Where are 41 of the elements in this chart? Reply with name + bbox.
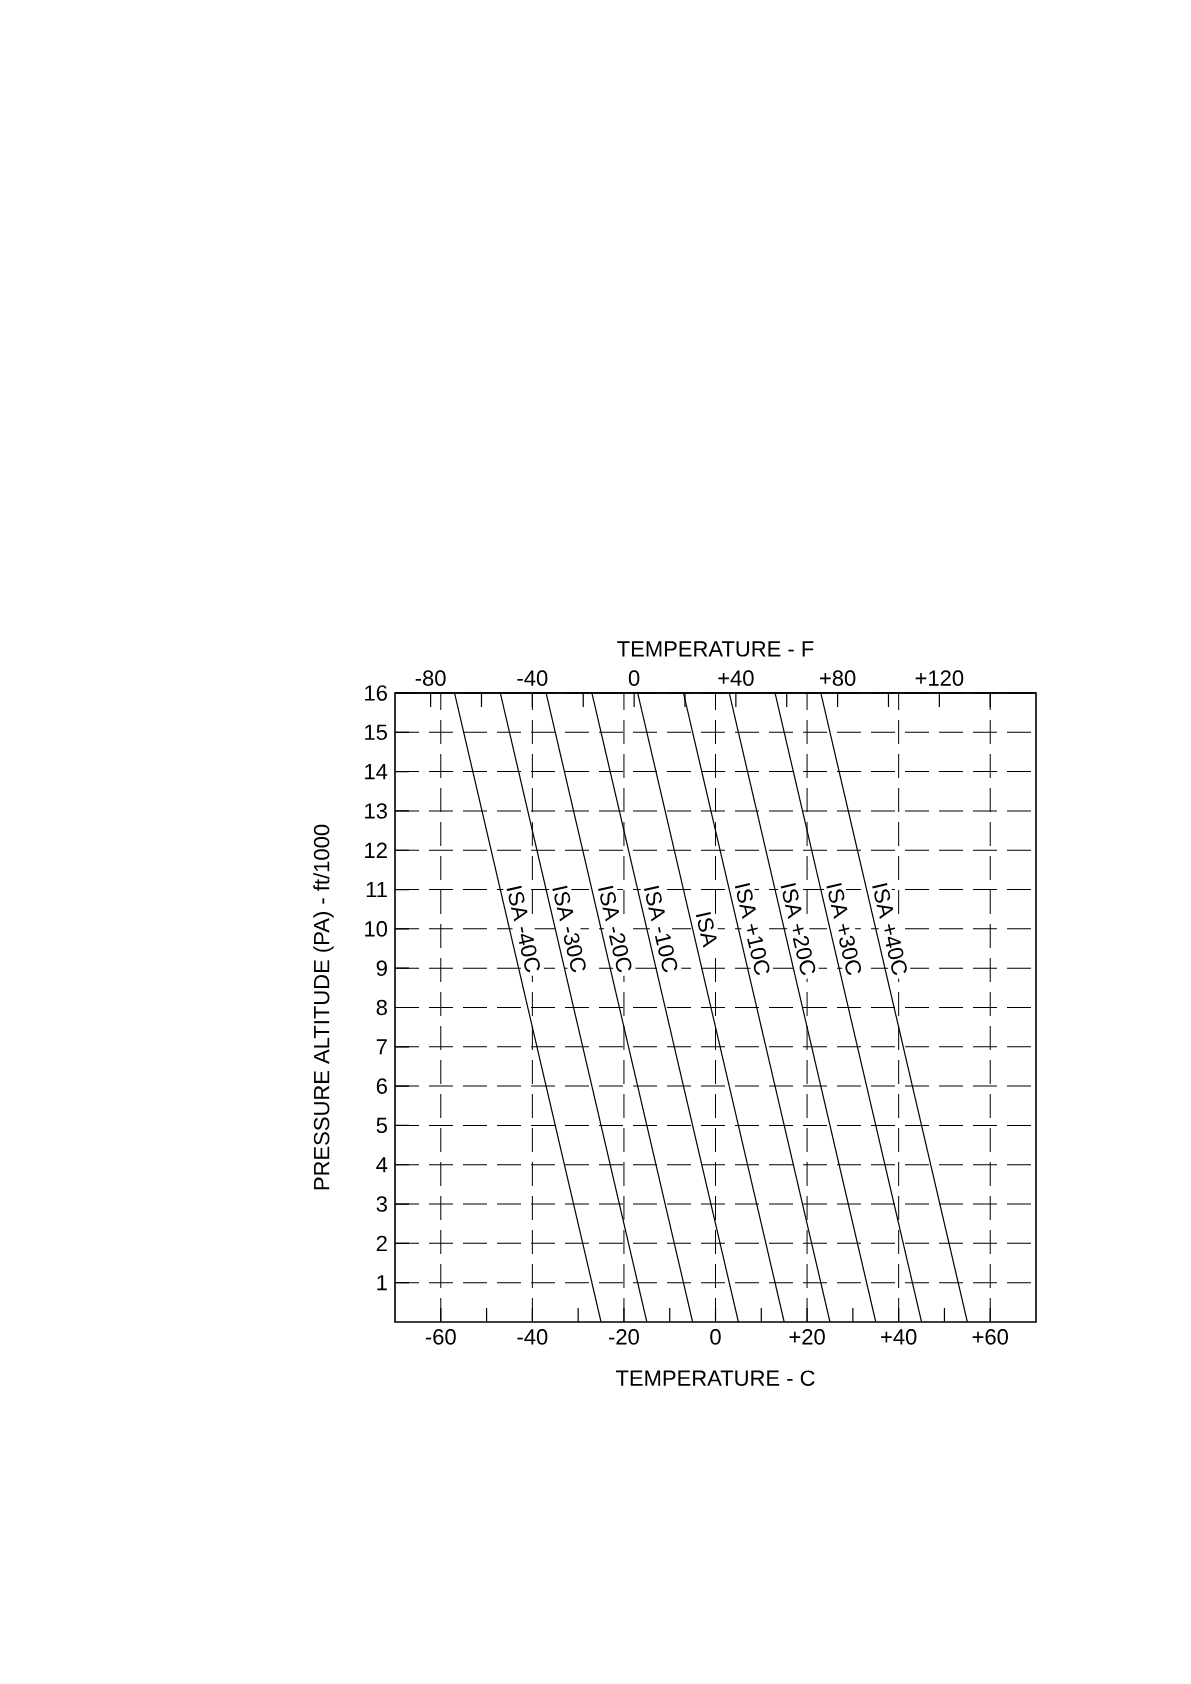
x-tick-label: -60 <box>425 1329 456 1345</box>
x2-tick-label: +120 <box>915 670 964 686</box>
y-tick-label: 2 <box>376 1235 387 1252</box>
text: ISA -10C <box>643 885 678 973</box>
y-tick-label: 13 <box>365 803 387 819</box>
x2-tick-label: +80 <box>820 670 856 686</box>
y-tick-label: 4 <box>376 1157 388 1173</box>
y-tick-label: 5 <box>376 1117 387 1134</box>
y-tick-label: 16 <box>365 685 387 701</box>
y-tick-label: 14 <box>365 764 388 780</box>
y-tick-label: 9 <box>376 960 387 976</box>
x2-tick-label: -80 <box>415 670 446 686</box>
y-tick-label: 7 <box>376 1039 387 1055</box>
y-tick-label: 11 <box>366 882 387 898</box>
text: ISA -40C <box>506 885 540 973</box>
text: ISA -20C <box>598 885 632 973</box>
y-tick-label: 3 <box>376 1196 387 1212</box>
text: ISA +40C <box>872 883 907 976</box>
y-tick-label: 6 <box>376 1078 387 1094</box>
text: ISA +20C <box>780 883 816 976</box>
x-tick-label: +40 <box>881 1329 917 1345</box>
text: ISA +30C <box>826 883 862 976</box>
y-tick-label: 8 <box>376 999 387 1016</box>
text: ISA -30C <box>552 885 586 973</box>
y-tick-label: 12 <box>365 842 387 858</box>
y-tick-label: 15 <box>365 724 387 740</box>
text: ISA <box>695 911 717 948</box>
y-axis-title: PRESSURE ALTITUDE (PA) - ft/1000 <box>313 824 334 1190</box>
x2-tick-label: 0 <box>628 670 640 686</box>
text: ISA +10C <box>734 883 770 976</box>
x-tick-label: -40 <box>517 1329 548 1345</box>
x-axis-title: TEMPERATURE - C <box>615 1370 815 1386</box>
y-tick-label: 1 <box>377 1275 387 1291</box>
x2-tick-label: +40 <box>718 670 754 686</box>
x-tick-label: +20 <box>789 1329 825 1345</box>
y-tick-label: 10 <box>365 921 388 937</box>
x-tick-label: -20 <box>609 1329 639 1345</box>
x2-tick-label: -40 <box>517 670 548 686</box>
x-tick-label: +60 <box>972 1329 1008 1345</box>
x2-axis-title: TEMPERATURE - F <box>617 641 814 657</box>
x-tick-label: 0 <box>710 1329 721 1345</box>
